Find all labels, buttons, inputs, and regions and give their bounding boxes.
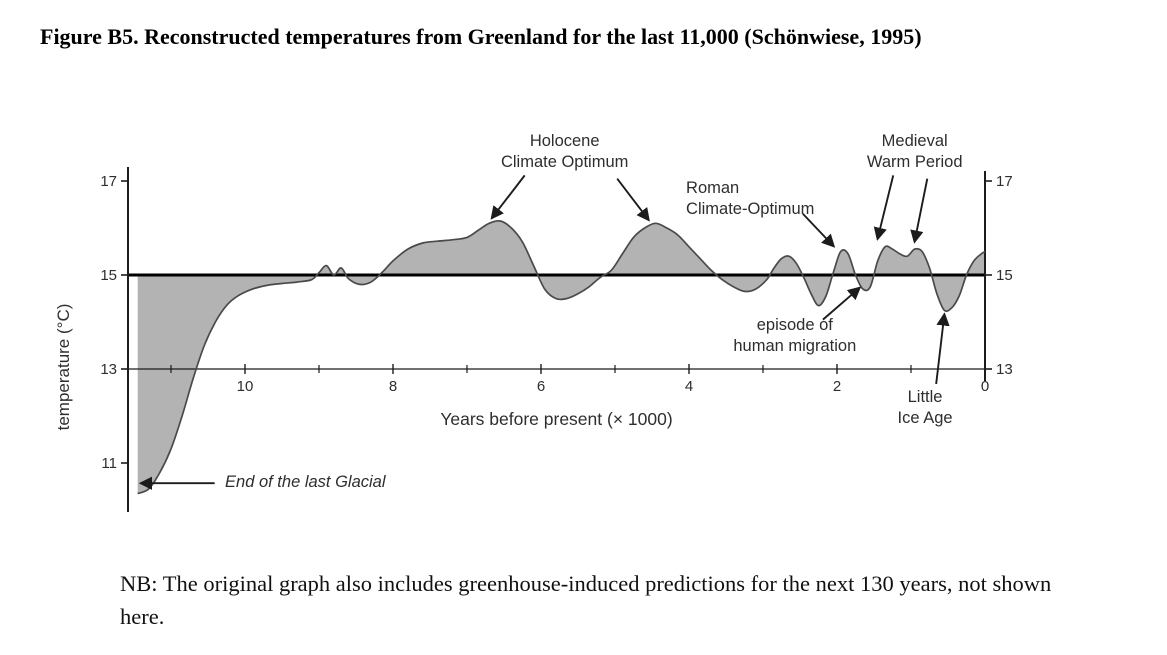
x-tick-label: 10 [237, 378, 254, 395]
y-tick-label-right: 15 [996, 267, 1013, 284]
annotation-arrow [873, 175, 895, 241]
annotation-label: Climate Optimum [501, 153, 628, 171]
annotation-roman-climate-optimum: Roman Climate-Optimum [686, 179, 836, 248]
y-tick-label-right: 17 [996, 173, 1013, 190]
annotation-label: Holocene [530, 132, 600, 150]
figure-caption: Figure B5. Reconstructed temperatures fr… [40, 24, 922, 49]
x-tick-label: 4 [685, 378, 693, 395]
annotation-label: human migration [733, 337, 856, 355]
y-axis-title: temperature (°C) [55, 304, 73, 431]
x-tick-label: 0 [981, 378, 989, 395]
y-tick-label-left: 13 [100, 361, 117, 378]
annotation-arrow [616, 178, 650, 222]
annotation-holocene-climate-optimum: Holocene Climate Optimum [490, 132, 650, 222]
annotation-arrow [802, 213, 836, 248]
y-axis-left: 17 15 13 11 temperature (°C) [54, 167, 129, 512]
annotation-arrow [910, 178, 929, 244]
annotation-episode-of-human-migration: episode of human migration [733, 286, 862, 355]
annotation-medieval-warm-period: Medieval Warm Period [867, 132, 963, 244]
annotation-label: Roman [686, 179, 739, 197]
annotation-label: Climate-Optimum [686, 200, 814, 218]
y-tick-label-left: 11 [101, 455, 117, 472]
y-tick-label-left: 15 [100, 267, 117, 284]
figure-note: NB: The original graph also includes gre… [120, 571, 1052, 629]
x-axis-title: Years before present (× 1000) [440, 409, 672, 429]
annotation-label: episode of [757, 316, 834, 334]
annotation-label: Little [908, 388, 943, 406]
annotation-label: Medieval [882, 132, 948, 150]
curve-fill-area [137, 220, 985, 494]
x-axis: 10 8 6 4 2 0 Years before present (× 1000) [128, 364, 989, 429]
y-tick-label-left: 17 [100, 173, 117, 190]
x-tick-label: 2 [833, 378, 841, 395]
temperature-curve [137, 219, 986, 495]
y-tick-label-right: 13 [996, 361, 1013, 378]
annotation-label: End of the last Glacial [225, 473, 387, 491]
annotation-arrow [490, 174, 526, 220]
annotation-arrow [935, 312, 950, 385]
temperature-chart-figure: 10 8 6 4 2 0 Years before present (× 1000) 17 15… [54, 115, 1060, 535]
annotation-end-of-last-glacial: End of the last Glacial [138, 473, 387, 491]
x-tick-label: 6 [537, 378, 545, 395]
annotation-little-ice-age: Little Ice Age [898, 312, 953, 427]
annotation-label: Ice Age [898, 409, 953, 427]
x-tick-label: 8 [389, 378, 397, 395]
annotation-arrow [822, 286, 862, 321]
y-axis-right: 17 15 13 [984, 171, 1013, 381]
temperature-chart-svg: 10 8 6 4 2 0 Years before present (× 1000) 17 15… [54, 132, 1013, 512]
annotation-label: Warm Period [867, 153, 963, 171]
